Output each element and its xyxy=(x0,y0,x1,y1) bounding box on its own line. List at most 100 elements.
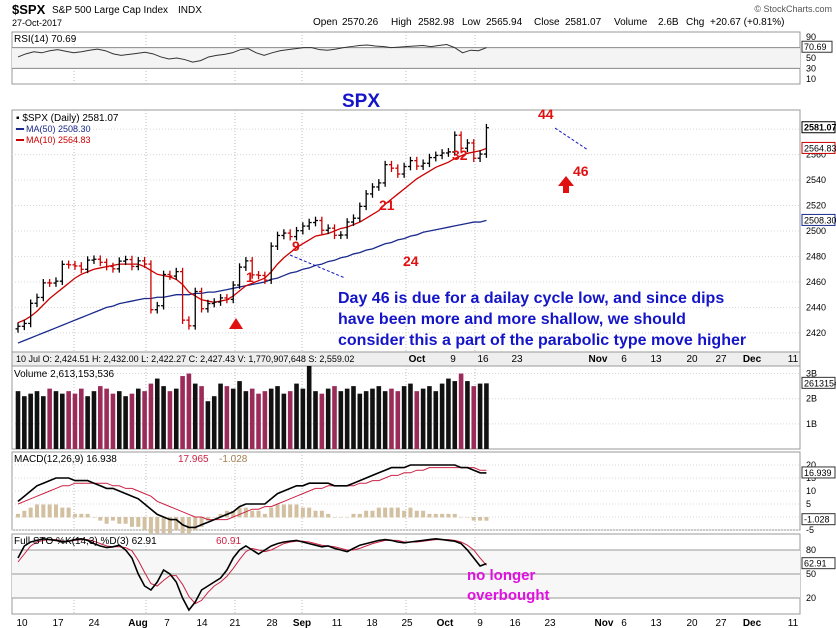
price-bar xyxy=(230,281,236,304)
volume-bar xyxy=(465,381,470,449)
x-axis-tick: 28 xyxy=(266,618,278,628)
count-9-label: 9 xyxy=(292,238,300,254)
price-tag: 2581.07 xyxy=(804,123,836,133)
volume-bar xyxy=(338,391,344,449)
volume-bar xyxy=(389,388,394,449)
macd-tag-box xyxy=(801,466,836,479)
exchange: INDX xyxy=(178,5,202,16)
macd-hist-bar xyxy=(47,504,52,518)
x-axis-tick: 10 xyxy=(16,618,28,628)
index-name: S&P 500 Large Cap Index xyxy=(52,5,168,16)
macd-hist-bar xyxy=(262,513,267,518)
sto-k-line xyxy=(17,537,487,612)
volume-bar xyxy=(249,388,255,449)
sto-current-label: 62.91 xyxy=(804,559,827,569)
price-bar xyxy=(262,271,268,284)
volume-bar xyxy=(332,386,337,449)
price-y-tick: 2520 xyxy=(806,201,826,211)
chart-date: 27-Oct-2017 xyxy=(12,18,62,28)
price-bar xyxy=(154,301,160,314)
cycle-low-arrow xyxy=(229,318,243,329)
volume-bar xyxy=(47,388,52,449)
macd-hist-bar xyxy=(199,517,204,527)
stochastic-panel: 80 50 20 62.91 Full STO %K(14,3) %D(3) 62.91… xyxy=(12,536,836,628)
volume-bar xyxy=(218,383,223,449)
price-bar xyxy=(237,263,243,289)
sto-d-legend: 60.91 xyxy=(216,536,241,547)
macd-hist-bar xyxy=(465,517,470,518)
macd-hist-legend: -1.028 xyxy=(219,454,248,465)
macd-hist-bar xyxy=(395,507,400,518)
macd-hist-bar xyxy=(148,517,153,534)
count-1-label: 1 xyxy=(246,269,254,285)
volume-bar xyxy=(452,381,458,449)
volume-bar xyxy=(154,378,160,449)
macd-hist-bar xyxy=(440,513,445,518)
volume-bar xyxy=(306,366,312,449)
price-bar xyxy=(211,298,217,308)
price-bar xyxy=(452,131,458,156)
volume-bar xyxy=(275,386,280,449)
volume-bar xyxy=(110,393,116,449)
macd-hist-bar xyxy=(408,507,413,518)
sto-current-tag xyxy=(801,557,836,570)
note-line-1: Day 46 is due for a dailay cycle low, an… xyxy=(338,290,724,307)
macd-hist-bar xyxy=(275,504,280,518)
price-panel: 2580256025402520250024802460244024202581… xyxy=(12,113,836,365)
low-label: Low xyxy=(462,17,481,28)
volume-bar xyxy=(116,391,122,449)
price-bar xyxy=(445,148,451,157)
volume-bar xyxy=(420,388,426,449)
volume-bar xyxy=(262,391,268,449)
sto-note-line-1: no longer xyxy=(467,567,535,584)
note-line-3: consider this a part of the parabolic ty… xyxy=(338,332,746,349)
price-bar xyxy=(376,179,382,191)
volume-bar xyxy=(135,388,141,449)
volume-bar xyxy=(408,383,413,449)
volume-bar xyxy=(41,396,46,449)
volume-bar xyxy=(458,373,464,449)
volume-bar xyxy=(186,373,192,449)
rsi-neutral-band xyxy=(12,47,800,69)
macd-hist-bar xyxy=(338,517,343,518)
macd-hist-bar xyxy=(332,517,337,518)
macd-hist-bar xyxy=(174,517,179,530)
price-bar xyxy=(224,294,230,304)
volume-bar xyxy=(161,386,166,449)
volume-bar xyxy=(427,386,432,449)
volume-bar xyxy=(79,388,84,449)
price-y-tick: 2420 xyxy=(806,328,826,338)
x-axis-tick: 23 xyxy=(544,618,556,628)
count-24-label: 24 xyxy=(403,253,419,269)
macd-hist-bar xyxy=(231,510,236,518)
price-bar xyxy=(104,258,110,271)
macd-hist-bar xyxy=(319,510,324,518)
x-axis-tick: 16 xyxy=(509,618,521,628)
price-bar xyxy=(464,139,470,153)
macd-hist-bar xyxy=(91,517,96,518)
price-bar xyxy=(47,279,53,287)
trendline-9 xyxy=(289,254,346,279)
macd-hist-bar xyxy=(155,517,160,534)
chg-value: +20.67 (+0.81%) xyxy=(710,17,785,28)
volume-legend: Volume 2,613,153,536 xyxy=(14,369,115,380)
price-x-tick: 9 xyxy=(450,354,456,365)
price-bar xyxy=(357,202,363,223)
price-bar xyxy=(433,151,439,162)
volume-bar xyxy=(237,381,242,449)
rsi-legend: RSI(14) 70.69 xyxy=(14,34,77,45)
macd-hist-bar xyxy=(421,510,426,518)
volume-bar xyxy=(211,396,217,449)
macd-hist-bar xyxy=(123,517,128,524)
volume-bar xyxy=(15,391,21,449)
macd-hist-bar xyxy=(212,517,217,518)
macd-hist-bar xyxy=(351,513,356,518)
volume-bar xyxy=(148,383,154,449)
price-tag: 2564.83 xyxy=(804,143,836,153)
price-bar xyxy=(59,260,65,285)
volume-panel: 3B 2B 1B 2613154 Volume 2,613,153,536 xyxy=(12,366,836,449)
macd-hist-bar xyxy=(471,517,476,521)
volume-current-label: 2613154 xyxy=(804,378,836,388)
volume-bar xyxy=(351,386,356,449)
volume-bar xyxy=(85,396,90,449)
